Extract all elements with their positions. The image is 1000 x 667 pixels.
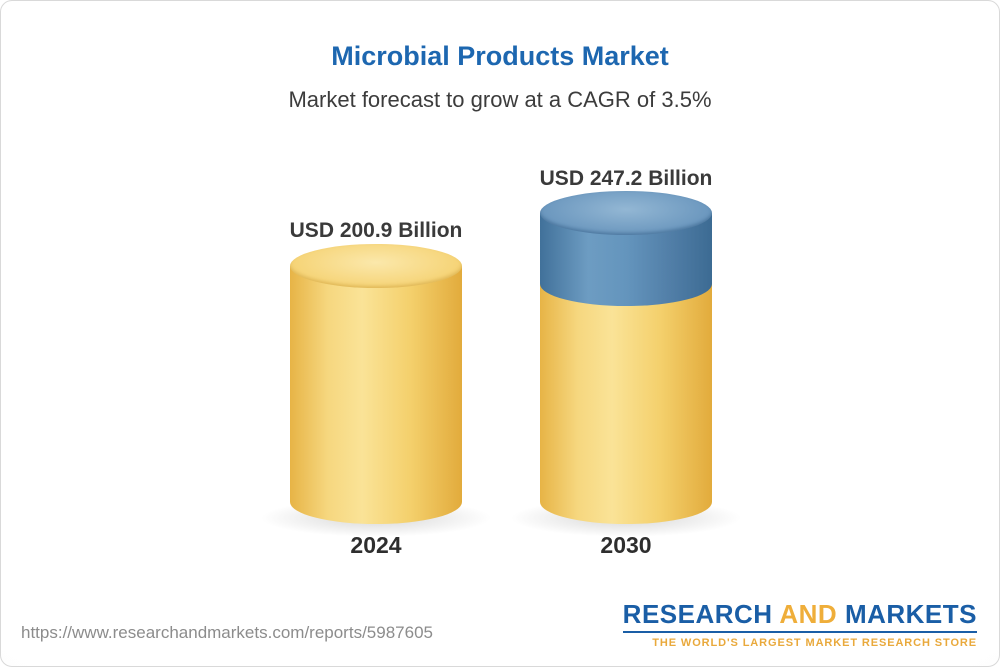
x-axis-label-2024: 2024 [350, 532, 402, 558]
value-label-2030: USD 247.2 Billion [539, 167, 713, 190]
bar-2030-top-ellipse [540, 191, 712, 235]
research-and-markets-logo: RESEARCH AND MARKETS THE WORLD'S LARGEST… [622, 599, 977, 650]
logo-wordmark: RESEARCH AND MARKETS [622, 599, 977, 629]
logo-word-markets: MARKETS [844, 599, 977, 629]
bar-2024-body [290, 266, 462, 524]
bar-2030-base-segment [540, 284, 712, 524]
page-title: Microbial Products Market [331, 41, 669, 71]
value-label-2024: USD 200.9 Billion [289, 219, 463, 242]
logo-word-research: RESEARCH [622, 599, 773, 629]
bar-2024 [290, 244, 462, 546]
x-axis-label-2030: 2030 [600, 532, 652, 558]
bar-2030 [540, 191, 712, 546]
page-subtitle: Market forecast to grow at a CAGR of 3.5… [288, 87, 712, 112]
logo-word-and: AND [779, 599, 838, 629]
logo-tagline: THE WORLD'S LARGEST MARKET RESEARCH STOR… [652, 637, 977, 650]
source-url: https://www.researchandmarkets.com/repor… [21, 623, 433, 642]
bar-2024-top-ellipse [290, 244, 462, 288]
logo-divider-rule [622, 631, 977, 634]
